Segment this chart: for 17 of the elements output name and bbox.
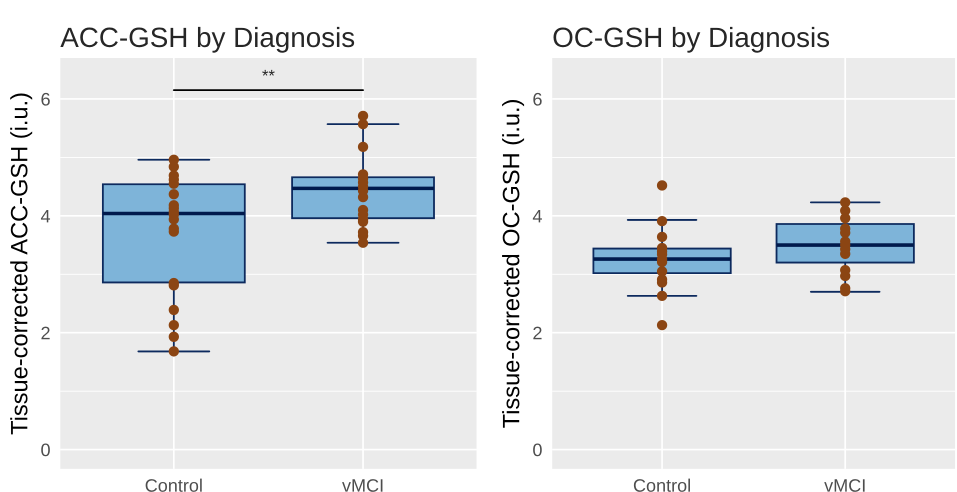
chart-title: ACC-GSH by Diagnosis [60,26,354,53]
y-tick-label: 0 [41,444,50,456]
y-tick-label: 4 [532,210,542,222]
annotation: ** [262,70,275,76]
x-tick-label: vMCI [342,479,382,492]
y-axis-title: Tissue-corrected ACC-GSH (i.u.) [10,93,32,434]
y-tick-label: 2 [41,326,50,340]
y-tick-label: 2 [533,326,542,340]
y-axis-title: Tissue-corrected OC-GSH (i.u.) [502,100,524,428]
chart-title: OC-GSH by Diagnosis [554,26,830,53]
x-tick-label: Control [634,478,690,492]
y-tick-label: 6 [533,92,542,106]
x-tick-label: vMCI [824,479,865,492]
x-tick-label: Control [146,478,202,492]
y-tick-label: 4 [40,210,50,222]
y-tick-label: 6 [41,92,50,106]
y-tick-label: 0 [533,444,542,456]
